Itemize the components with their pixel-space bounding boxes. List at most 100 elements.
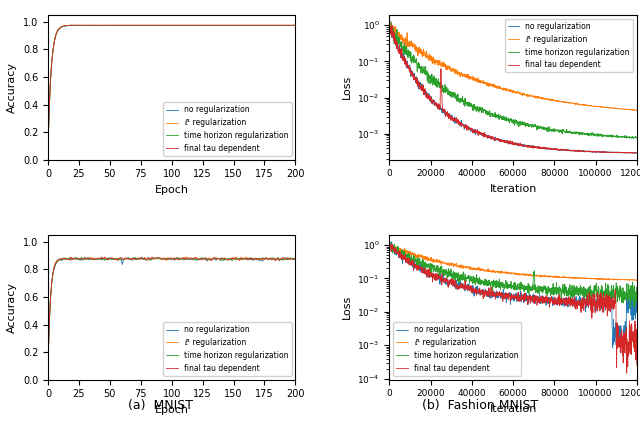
time horizon regularization — [627, 305, 634, 310]
no regularization — [45, 321, 53, 326]
ℓ¹ regularization — [44, 363, 52, 369]
no regularization — [550, 299, 557, 304]
time horizon regularization — [550, 287, 557, 293]
time horizon regularization — [468, 278, 476, 283]
Line: time horizon regularization: time horizon regularization — [48, 257, 296, 366]
ℓ¹ regularization — [385, 245, 393, 250]
no regularization — [468, 286, 476, 291]
ℓ¹ regularization — [45, 105, 53, 110]
no regularization — [387, 19, 395, 24]
time horizon regularization — [45, 321, 53, 326]
no regularization — [179, 23, 187, 28]
final tau dependent — [101, 254, 109, 260]
no regularization — [83, 23, 90, 28]
time horizon regularization — [385, 24, 393, 30]
Legend: no regularization, ℓ¹ regularization, time horizon regularization, final tau dep: no regularization, ℓ¹ regularization, ti… — [393, 322, 522, 376]
Line: ℓ¹ regularization: ℓ¹ regularization — [48, 25, 296, 148]
time horizon regularization — [68, 23, 76, 28]
ℓ¹ regularization — [242, 254, 250, 260]
final tau dependent — [464, 126, 472, 131]
time horizon regularization — [630, 136, 637, 141]
no regularization — [138, 254, 146, 260]
no regularization — [632, 151, 640, 156]
no regularization — [44, 146, 52, 151]
ℓ¹ regularization — [442, 262, 450, 267]
ℓ¹ regularization — [464, 73, 472, 78]
X-axis label: Iteration: Iteration — [490, 184, 537, 194]
no regularization — [272, 257, 280, 262]
X-axis label: Epoch: Epoch — [155, 405, 189, 415]
final tau dependent — [45, 321, 53, 326]
Line: ℓ¹ regularization: ℓ¹ regularization — [389, 23, 637, 110]
no regularization — [464, 282, 472, 287]
Line: final tau dependent: final tau dependent — [48, 257, 296, 366]
no regularization — [179, 255, 187, 260]
ℓ¹ regularization — [541, 273, 548, 278]
no regularization — [633, 150, 640, 155]
ℓ¹ regularization — [468, 265, 476, 270]
ℓ¹ regularization — [178, 256, 186, 261]
final tau dependent — [575, 299, 583, 305]
ℓ¹ regularization — [179, 23, 187, 28]
final tau dependent — [136, 23, 143, 28]
final tau dependent — [45, 105, 53, 110]
Legend: no regularization, ℓ¹ regularization, time horizon regularization, final tau dep: no regularization, ℓ¹ regularization, ti… — [163, 103, 292, 156]
ℓ¹ regularization — [148, 256, 156, 261]
final tau dependent — [44, 146, 52, 151]
time horizon regularization — [575, 133, 583, 138]
final tau dependent — [388, 23, 396, 28]
final tau dependent — [468, 127, 476, 132]
no regularization — [609, 345, 616, 350]
time horizon regularization — [633, 287, 640, 292]
Y-axis label: Loss: Loss — [342, 75, 352, 100]
Y-axis label: Loss: Loss — [342, 295, 351, 320]
Line: no regularization: no regularization — [389, 242, 637, 347]
time horizon regularization — [149, 255, 157, 260]
final tau dependent — [44, 363, 52, 369]
Line: final tau dependent: final tau dependent — [389, 25, 637, 153]
time horizon regularization — [541, 287, 548, 292]
final tau dependent — [385, 27, 393, 33]
time horizon regularization — [388, 20, 396, 25]
ℓ¹ regularization — [45, 321, 53, 326]
time horizon regularization — [149, 23, 157, 28]
ℓ¹ regularization — [67, 23, 74, 28]
no regularization — [149, 256, 157, 261]
time horizon regularization — [550, 127, 557, 132]
Line: final tau dependent: final tau dependent — [48, 25, 296, 148]
ℓ¹ regularization — [68, 23, 76, 28]
Line: ℓ¹ regularization: ℓ¹ regularization — [48, 257, 296, 366]
time horizon regularization — [272, 23, 280, 28]
ℓ¹ regularization — [632, 108, 640, 113]
no regularization — [385, 243, 393, 248]
final tau dependent — [633, 150, 640, 155]
final tau dependent — [386, 239, 394, 244]
final tau dependent — [67, 257, 74, 263]
time horizon regularization — [136, 23, 143, 28]
Legend: no regularization, ℓ¹ regularization, time horizon regularization, final tau dep: no regularization, ℓ¹ regularization, ti… — [163, 322, 292, 376]
no regularization — [292, 256, 300, 261]
ℓ¹ regularization — [272, 257, 280, 262]
ℓ¹ regularization — [134, 255, 142, 260]
time horizon regularization — [442, 267, 450, 272]
no regularization — [633, 305, 640, 310]
ℓ¹ regularization — [575, 101, 583, 106]
time horizon regularization — [292, 257, 300, 263]
final tau dependent — [67, 23, 74, 28]
no regularization — [45, 106, 53, 111]
ℓ¹ regularization — [136, 23, 143, 28]
ℓ¹ regularization — [633, 278, 640, 283]
Text: (b)  Fashion MNIST: (b) Fashion MNIST — [422, 399, 538, 412]
no regularization — [67, 255, 74, 260]
time horizon regularization — [385, 240, 393, 245]
final tau dependent — [550, 146, 557, 151]
final tau dependent — [623, 371, 630, 376]
final tau dependent — [292, 255, 300, 260]
time horizon regularization — [541, 127, 548, 132]
Line: no regularization: no regularization — [48, 25, 296, 148]
Line: no regularization: no regularization — [48, 257, 296, 366]
final tau dependent — [179, 23, 187, 28]
Line: time horizon regularization: time horizon regularization — [48, 25, 296, 149]
final tau dependent — [149, 257, 157, 262]
no regularization — [442, 278, 450, 283]
